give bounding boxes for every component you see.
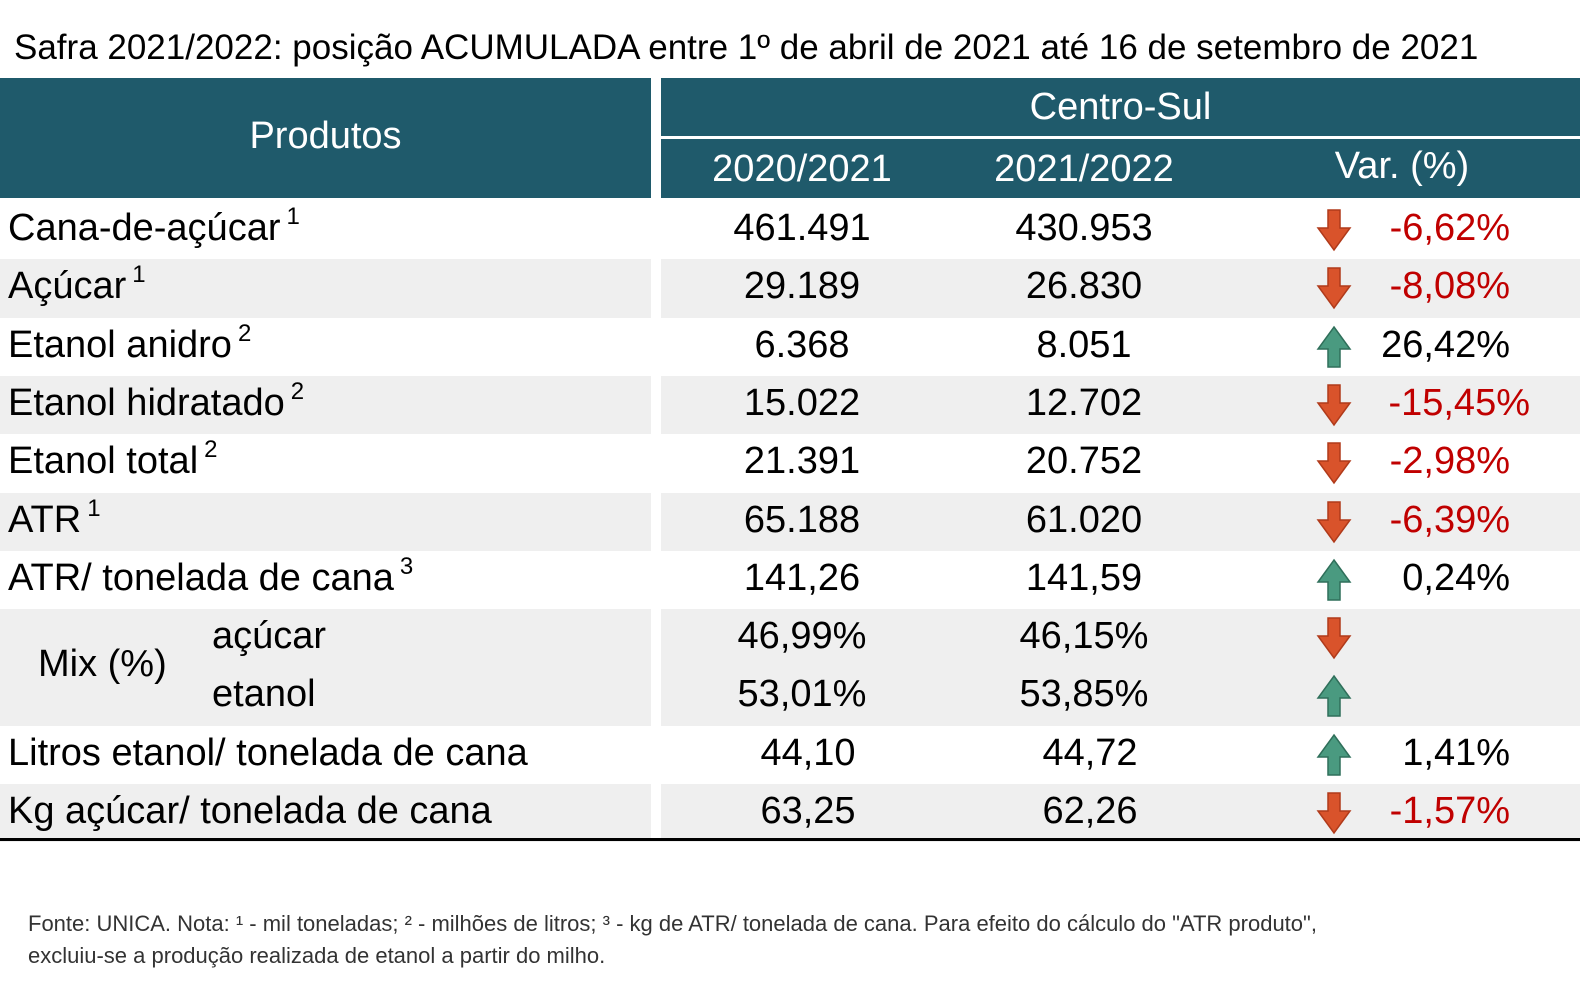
variation-value: -8,08% xyxy=(1389,265,1510,308)
header-region: Centro-Sul xyxy=(661,78,1580,136)
product-label: Cana-de-açúcar 1 xyxy=(8,199,300,262)
mix-etanol-2020-2021: 53,01% xyxy=(737,673,867,716)
variation-value: -6,62% xyxy=(1389,207,1510,249)
value-2020-2021: 65.188 xyxy=(743,498,861,541)
unit-note-marker: 1 xyxy=(286,203,300,230)
unit-note-marker: 2 xyxy=(204,436,218,464)
value-2020-2021: 63,25 xyxy=(760,790,856,832)
mix-acucar-2021-2022: 46,15% xyxy=(1019,615,1149,658)
row-shade xyxy=(0,492,1580,551)
arrow-up-icon xyxy=(1316,675,1352,718)
mix-acucar-2020-2021: 46,99% xyxy=(737,615,867,658)
arrow-down-icon xyxy=(1316,792,1352,835)
unit-note-marker: 2 xyxy=(290,377,305,405)
header-produtos-label: Produtos xyxy=(249,114,402,157)
product-name: ATR xyxy=(8,498,82,541)
unit-note-marker: 1 xyxy=(132,261,146,289)
unit-note-marker: 3 xyxy=(399,552,414,580)
variation-value: 0,24% xyxy=(1402,556,1510,599)
arrow-down-icon xyxy=(1316,442,1352,485)
arrow-up-icon xyxy=(1316,733,1352,776)
header-col-2020 xyxy=(661,139,1580,198)
value-2020-2021: 141,26 xyxy=(743,556,861,599)
product-name: Etanol anidro xyxy=(8,323,232,366)
row-shade xyxy=(0,784,1580,843)
mix-etanol-label: etanol xyxy=(212,673,316,716)
product-label: Litros etanol/ tonelada de cana xyxy=(8,724,528,782)
product-label: ATR/ tonelada de cana 3 xyxy=(8,549,413,612)
variation-value: -15,45% xyxy=(1388,381,1530,424)
value-2020-2021: 15.022 xyxy=(743,381,861,424)
variation-value: 26,42% xyxy=(1381,323,1510,366)
header-col1-label: 2020/2021 xyxy=(712,148,892,190)
value-2021-2022: 26.830 xyxy=(1025,265,1143,308)
product-name: Etanol total xyxy=(8,440,199,483)
header-divider xyxy=(661,136,1580,139)
arrow-down-icon xyxy=(1316,267,1352,310)
header-col2-label: 2021/2022 xyxy=(994,148,1174,190)
value-2021-2022: 20.752 xyxy=(1025,440,1143,483)
arrow-down-icon xyxy=(1316,209,1352,252)
value-2021-2022: 12.702 xyxy=(1025,381,1143,424)
variation-value: -2,98% xyxy=(1389,440,1510,483)
unit-note-marker: 1 xyxy=(87,494,101,522)
value-2021-2022: 61.020 xyxy=(1025,498,1143,541)
value-2020-2021: 6.368 xyxy=(754,323,850,366)
mix-shade xyxy=(0,609,1580,726)
value-2020-2021: 21.391 xyxy=(743,440,861,483)
product-label: Etanol anidro 2 xyxy=(8,316,251,379)
product-name: Açúcar xyxy=(8,265,127,308)
value-2021-2022: 141,59 xyxy=(1025,556,1143,599)
unit-note-marker: 2 xyxy=(237,319,252,347)
table-title: Safra 2021/2022: posição ACUMULADA entre… xyxy=(14,28,1479,67)
product-label: ATR 1 xyxy=(8,491,101,554)
product-name: Etanol hidratado xyxy=(8,381,285,424)
header-produtos: Produtos xyxy=(0,78,651,198)
table-bottom-rule xyxy=(0,838,1580,841)
product-label: Kg açúcar/ tonelada de cana xyxy=(8,782,492,840)
row-shade xyxy=(0,375,1580,435)
product-name: Litros etanol/ tonelada de cana xyxy=(8,731,528,774)
variation-value: -6,39% xyxy=(1389,498,1510,541)
arrow-up-icon xyxy=(1316,325,1352,368)
value-2020-2021: 44,10 xyxy=(760,731,856,774)
mix-acucar-label: açúcar xyxy=(212,615,327,658)
footnote-line-2: excluiu-se a produção realizada de etano… xyxy=(28,943,606,968)
product-label: Açúcar 1 xyxy=(8,257,146,320)
arrow-down-icon xyxy=(1316,500,1352,543)
footnote: Fonte: UNICA. Nota: ¹ - mil toneladas; ²… xyxy=(28,908,1568,972)
mix-etanol-2021-2022: 53,85% xyxy=(1019,673,1149,716)
arrow-up-icon xyxy=(1316,558,1352,601)
value-2020-2021: 29.189 xyxy=(743,265,861,308)
product-label: Etanol total 2 xyxy=(8,432,218,495)
value-2021-2022: 62,26 xyxy=(1042,790,1138,832)
arrow-down-icon xyxy=(1316,617,1352,660)
product-label: Etanol hidratado 2 xyxy=(8,374,304,437)
variation-value: 1,41% xyxy=(1402,731,1510,774)
product-name: Cana-de-açúcar xyxy=(8,207,281,249)
mix-label: Mix (%) xyxy=(38,643,167,686)
header-col3-label: Var. (%) xyxy=(1334,145,1470,187)
value-2021-2022: 430.953 xyxy=(1015,207,1153,249)
product-name: ATR/ tonelada de cana xyxy=(8,556,394,599)
variation-value: -1,57% xyxy=(1389,790,1510,832)
product-name: Kg açúcar/ tonelada de cana xyxy=(8,790,492,832)
column-gap xyxy=(651,198,661,840)
row-shade xyxy=(0,259,1580,318)
value-2020-2021: 461.491 xyxy=(733,207,871,249)
value-2021-2022: 8.051 xyxy=(1036,323,1132,366)
arrow-down-icon xyxy=(1316,384,1352,427)
header-region-label: Centro-Sul xyxy=(1029,85,1212,128)
footnote-line-1: Fonte: UNICA. Nota: ¹ - mil toneladas; ²… xyxy=(28,911,1317,936)
value-2021-2022: 44,72 xyxy=(1042,731,1138,774)
